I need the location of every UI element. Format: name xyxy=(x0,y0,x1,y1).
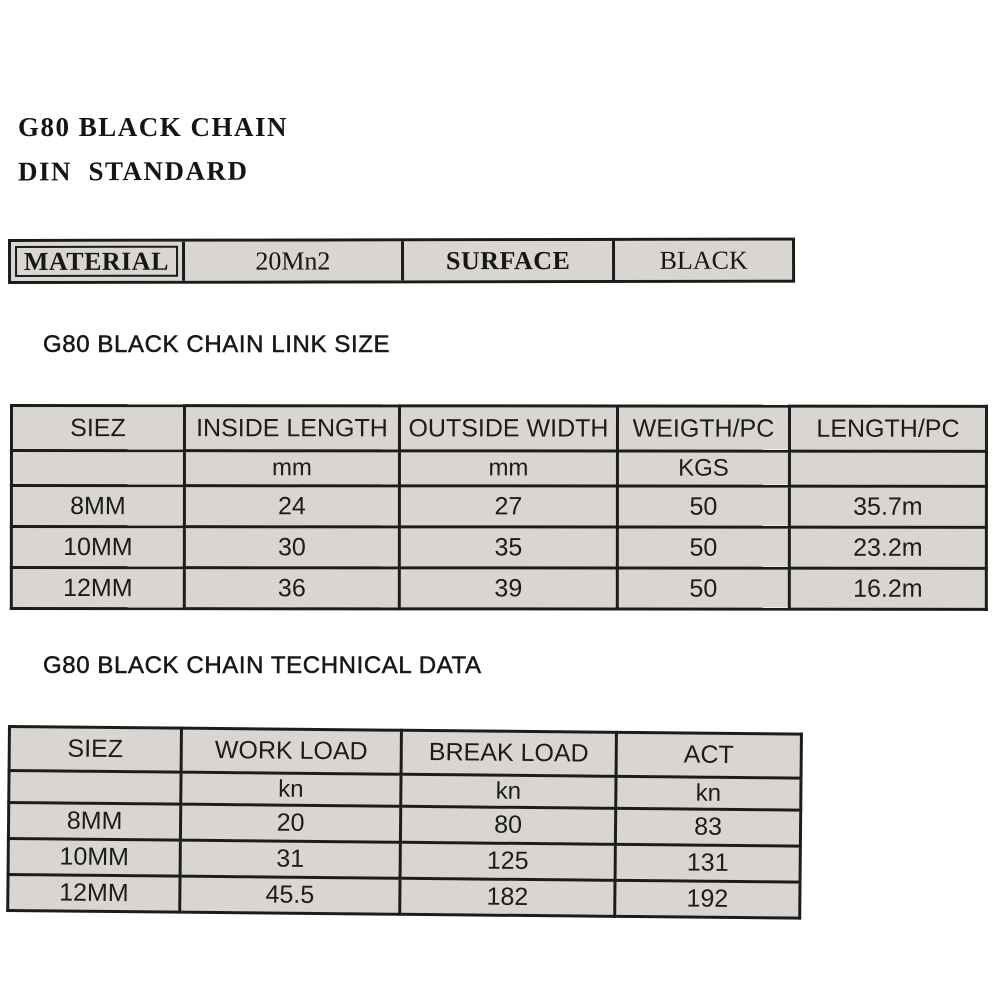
table-row: 8MM 24 27 50 35.7m xyxy=(11,485,987,528)
material-value-cell: 20Mn2 xyxy=(181,241,402,281)
link-size-heading: G80 BLACK CHAIN LINK SIZE xyxy=(43,331,391,359)
table-row: 10MM 30 35 50 23.2m xyxy=(11,526,987,569)
table-row: 12MM 36 39 50 16.2m xyxy=(11,567,987,610)
table-cell: 83 xyxy=(615,808,801,847)
column-header-outside-width: OUTSIDE WIDTH xyxy=(399,405,618,452)
document-title-line2: DIN STANDARD xyxy=(17,155,249,187)
column-header-break-load: BREAK LOAD xyxy=(401,730,617,777)
table-cell: 50 xyxy=(617,486,790,528)
table-cell: 12MM xyxy=(11,567,185,609)
table-cell: 192 xyxy=(614,880,801,919)
column-header-siez: SIEZ xyxy=(9,726,182,773)
column-header-inside-length: INSIDE LENGTH xyxy=(184,405,400,451)
table-cell: 80 xyxy=(400,806,616,845)
table-cell: 12MM xyxy=(7,874,181,913)
table-cell: 182 xyxy=(399,878,616,917)
column-header-work-load: WORK LOAD xyxy=(181,728,402,775)
technical-data-table: SIEZ WORK LOAD BREAK LOAD ACT kn kn kn 8… xyxy=(6,725,803,920)
material-label-cell: MATERIAL xyxy=(11,241,182,281)
document-title-block: G80 BLACK CHAIN DIN STANDARD xyxy=(17,112,289,187)
table-cell: 30 xyxy=(184,526,400,568)
table-cell: 24 xyxy=(184,485,400,527)
column-header-length-pc: LENGTH/PC xyxy=(789,406,987,452)
table-cell: 8MM xyxy=(11,485,185,527)
table-cell: 125 xyxy=(400,842,616,881)
unit-cell: kn xyxy=(180,772,402,807)
table-row: 12MM 45.5 182 192 xyxy=(7,874,801,919)
table-cell: 39 xyxy=(399,567,618,610)
table-cell: 27 xyxy=(399,485,618,528)
material-surface-bar: MATERIAL 20Mn2 SURFACE BLACK xyxy=(8,237,796,284)
table-cell: 50 xyxy=(617,568,790,610)
table-cell: 35 xyxy=(399,526,618,569)
table-cell: 10MM xyxy=(11,526,185,568)
table-header-row: SIEZ INSIDE LENGTH OUTSIDE WIDTH WEIGTH/… xyxy=(11,405,987,452)
table-cell: 16.2m xyxy=(789,568,987,610)
table-header-row: SIEZ WORK LOAD BREAK LOAD ACT xyxy=(9,726,802,779)
table-cell: 23.2m xyxy=(789,527,987,569)
table-cell: 31 xyxy=(180,840,401,879)
surface-value-cell: BLACK xyxy=(612,240,793,280)
unit-cell: kn xyxy=(615,776,802,811)
table-cell: 131 xyxy=(615,844,801,883)
unit-cell: mm xyxy=(184,450,400,486)
link-size-table: SIEZ INSIDE LENGTH OUTSIDE WIDTH WEIGTH/… xyxy=(10,404,988,611)
table-cell: 35.7m xyxy=(789,486,987,528)
column-header-act: ACT xyxy=(616,732,802,779)
column-header-weigth-pc: WEIGTH/PC xyxy=(617,406,790,452)
unit-cell: mm xyxy=(399,450,618,487)
unit-cell xyxy=(8,770,182,805)
technical-data-heading: G80 BLACK CHAIN TECHNICAL DATA xyxy=(43,652,482,680)
unit-cell xyxy=(789,451,987,487)
column-header-siez: SIEZ xyxy=(11,405,185,451)
unit-cell: kn xyxy=(400,774,617,809)
table-cell: 10MM xyxy=(8,838,181,877)
table-cell: 45.5 xyxy=(179,876,401,915)
surface-label-cell: SURFACE xyxy=(400,240,613,281)
table-units-row: mm mm KGS xyxy=(11,450,987,487)
unit-cell: KGS xyxy=(617,451,790,487)
table-cell: 8MM xyxy=(8,802,181,841)
table-cell: 20 xyxy=(180,804,401,843)
table-cell: 50 xyxy=(617,527,790,569)
table-cell: 36 xyxy=(184,567,400,609)
document-title-line1: G80 BLACK CHAIN xyxy=(18,112,289,142)
unit-cell xyxy=(11,450,185,486)
